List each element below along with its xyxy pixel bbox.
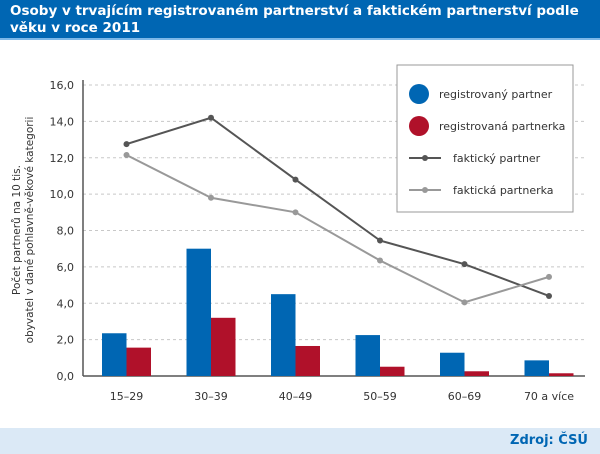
y-tick-label: 6,0 xyxy=(57,261,75,274)
legend-label: faktický partner xyxy=(453,152,541,165)
line-point xyxy=(208,114,214,121)
y-tick-label: 14,0 xyxy=(50,115,75,128)
footer: Zdroj: ČSÚ xyxy=(0,428,600,454)
line-point xyxy=(292,176,299,183)
y-tick-label: 2,0 xyxy=(57,334,75,347)
y-tick-label: 0,0 xyxy=(57,370,75,383)
line-point xyxy=(377,257,383,264)
line-point xyxy=(461,299,468,306)
bar-registrovany-partner xyxy=(102,333,127,376)
bar-registrovany-partner xyxy=(186,248,211,376)
y-tick-label: 16,0 xyxy=(50,79,75,92)
bar-registrovana-partnerka xyxy=(464,371,489,376)
legend-label: registrovaná partnerka xyxy=(439,120,565,133)
legend-marker xyxy=(409,116,429,136)
legend-label: registrovaný partner xyxy=(439,88,553,101)
legend-marker xyxy=(422,187,428,193)
legend-label: faktická partnerka xyxy=(453,184,554,197)
y-tick-label: 8,0 xyxy=(57,225,75,238)
y-axis-label-line: obyvatel v dané pohlavně-věkové kategori… xyxy=(24,117,36,344)
y-axis-label-line: Počet partnerů na 10 tis. xyxy=(11,165,23,295)
x-tick-label: 50–59 xyxy=(363,390,397,403)
line-facticky-partner xyxy=(126,116,550,297)
line-point xyxy=(123,141,130,148)
bar-registrovany-partner xyxy=(440,352,465,376)
line-point xyxy=(546,292,552,299)
x-tick-label: 30–39 xyxy=(194,390,228,403)
bar-registrovana-partnerka xyxy=(380,366,405,376)
line-point xyxy=(292,209,299,216)
y-tick-label: 4,0 xyxy=(57,297,75,310)
chart: 0,0 2,0 4,0 6,0 8,0 10,0 12,0 14,0 16,0 Počet par… xyxy=(11,64,585,403)
bar-registrovany-partner xyxy=(524,360,549,376)
y-axis-label: Počet partnerů na 10 tis.obyvatel v dané… xyxy=(11,117,36,344)
line-point xyxy=(546,273,552,280)
line-point xyxy=(461,261,468,268)
bar-registrovana-partnerka xyxy=(295,345,320,376)
x-tick-label: 70 a více xyxy=(524,390,574,403)
line-point xyxy=(123,152,130,159)
bar-registrovana-partnerka xyxy=(211,317,236,376)
x-tick-label: 15–29 xyxy=(110,390,144,403)
x-tick-label: 40–49 xyxy=(279,390,313,403)
line-point xyxy=(208,194,214,201)
bar-registrovana-partnerka xyxy=(549,373,574,376)
bar-registrovany-partner xyxy=(355,335,380,376)
bar-registrovany-partner xyxy=(271,294,296,376)
legend-marker xyxy=(409,84,429,104)
legend-marker xyxy=(422,155,428,161)
y-tick-label: 12,0 xyxy=(50,152,75,165)
bar-registrovana-partnerka xyxy=(126,347,151,376)
line-point xyxy=(377,237,383,244)
line-fakticka-partnerka xyxy=(126,154,550,304)
x-tick-label: 60–69 xyxy=(448,390,482,403)
y-tick-label: 10,0 xyxy=(50,188,75,201)
chart-title: Osoby v trvajícím registrovaném partners… xyxy=(0,0,600,40)
source-label: Zdroj: ČSÚ xyxy=(510,433,588,448)
